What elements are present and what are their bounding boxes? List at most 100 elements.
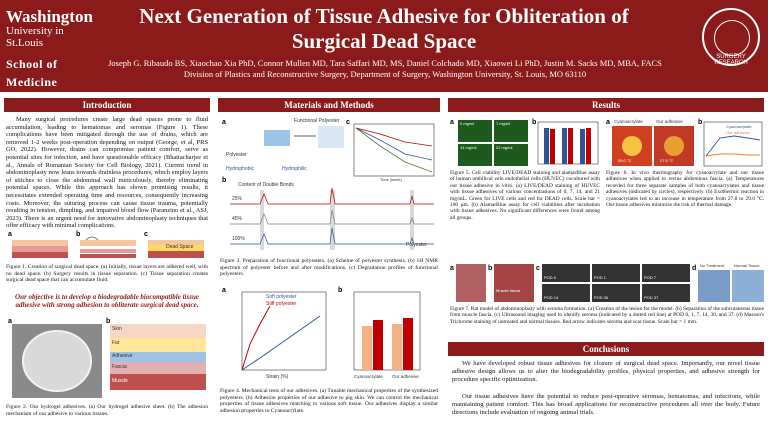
svg-text:b: b	[76, 231, 80, 238]
fig4b-cat-cyano: Cyanoacrylate	[354, 374, 383, 379]
thermo-temp-cyano: 29.0 °C	[618, 158, 632, 163]
section-methods: Materials and Methods	[218, 98, 440, 112]
fig7d-normal: Normal Tissue	[734, 263, 760, 268]
author-list: Joseph G. Ribaudo BS, Xiaochao Xia PhD, …	[108, 58, 662, 68]
figure5-panels: a b	[450, 119, 599, 166]
figure7-images: a b c d Muscle fascia POD 0 POD 1 POD 7 …	[450, 262, 764, 304]
figure3-panels: a c b	[222, 119, 435, 250]
figure1: a b c Dead Space	[6, 228, 208, 262]
svg-text:a: a	[222, 119, 226, 126]
seal-text: SURGERY RESEARCH	[714, 54, 748, 66]
fig4b-cat-ours: Our adhesive	[392, 374, 419, 379]
fig4a-xlabel: Strain (%)	[266, 374, 289, 380]
svg-text:b: b	[222, 177, 226, 184]
affiliation: Division of Plastics and Reconstructive …	[183, 69, 587, 79]
svg-text:a: a	[8, 231, 12, 238]
svg-text:c: c	[144, 231, 148, 238]
conclusions-p2: Our tissue adhesives have the potential …	[452, 393, 760, 416]
pod-7: POD 7	[644, 275, 657, 280]
fig3a-polyester: Polyester	[226, 152, 247, 158]
figure4-charts: a b	[222, 287, 421, 371]
title-line2: Surgical Dead Space	[291, 29, 477, 53]
figure3: a c b Functional Polyester Polyester Hyd…	[220, 116, 438, 256]
title-line1: Next Generation of Tissue Adhesive for O…	[139, 4, 629, 28]
svg-text:b: b	[488, 265, 492, 272]
pod-0: POD 0	[544, 275, 557, 280]
figure1-diagram: a b c	[8, 231, 204, 258]
svg-text:a: a	[450, 265, 454, 272]
figure5-images: a b 0 mg/ml 7 mg/ml 14 mg/ml 21 mg/ml	[450, 116, 600, 168]
figure2: a b Skin Fat Adhesive Fascia Muscle	[6, 314, 208, 400]
layer-fascia: Fascia	[112, 364, 127, 370]
fig3a-title: Functional Polyester	[294, 118, 340, 124]
thermo-label-cyano: Cyanoacrylate	[614, 119, 643, 124]
logo-line2: University in St.Louis	[6, 25, 64, 49]
svg-text:d: d	[692, 265, 696, 272]
fig6b-legend-cyano: Cyanoacrylate	[726, 124, 752, 129]
conc-0: 0 mg/ml	[460, 121, 475, 126]
thermo-label-ours: Our adhesive	[656, 119, 683, 124]
figure6-panels: a b	[606, 119, 763, 167]
conc-21: 21 mg/ml	[496, 145, 513, 150]
pod-1: POD 1	[594, 275, 607, 280]
svg-text:b: b	[106, 318, 110, 325]
washu-logo: Washington University in St.Louis School…	[6, 7, 98, 89]
fig3a-hydrophobic: Hydrophobic	[226, 166, 255, 172]
fig3a-hydrophilic: Hydrophilic	[282, 166, 307, 172]
svg-text:a: a	[606, 119, 610, 126]
thermo-temp-ours: 27.8 °C	[660, 158, 674, 163]
dead-space-label: Dead Space	[166, 244, 194, 250]
fig3b-level-45: 45%	[232, 216, 243, 222]
conclusions-p1: We have developed robust tissue adhesive…	[452, 360, 760, 383]
layer-adhesive: Adhesive	[112, 353, 133, 359]
svg-text:c: c	[536, 265, 540, 272]
section-introduction: Introduction	[4, 98, 210, 112]
conc-7: 7 mg/ml	[496, 121, 511, 126]
svg-text:a: a	[222, 287, 226, 294]
pod-14: POD 14	[544, 295, 559, 300]
figure6-caption: Figure 6. In vivo thermography for cyano…	[606, 170, 764, 209]
author-block: Joseph G. Ribaudo BS, Xiaochao Xia PhD, …	[100, 58, 670, 80]
fig3b-polyester: Polyester	[406, 242, 427, 248]
logo-line3: School of Medicine	[6, 57, 58, 89]
figure2-images: a b	[8, 318, 206, 398]
figure7-panels: a b c d	[450, 264, 764, 302]
fig3c-xlabel: Time (week)	[380, 177, 402, 182]
seal-inner-ring	[714, 20, 750, 56]
poster-title: Next Generation of Tissue Adhesive for O…	[110, 4, 658, 54]
poster-header: Washington University in St.Louis School…	[0, 0, 768, 92]
figure5-caption: Figure 5. Cell viability LIVE/DEAD stain…	[450, 170, 600, 221]
figure3-caption: Figure 3. Preparation of functional poly…	[220, 258, 438, 278]
logo-line1: Washington	[6, 7, 93, 26]
figure7-caption: Figure 7. Rat model of abdominoplasty wi…	[450, 306, 764, 325]
fig3b-title: Content of Double Bonds	[238, 182, 294, 188]
svg-text:b: b	[338, 287, 342, 294]
section-results: Results	[448, 98, 764, 112]
pod-30: POD 30	[594, 295, 609, 300]
fig7b-label: Muscle fascia	[496, 288, 521, 293]
figure1-caption: Figure 1. Creation of surgical dead spac…	[6, 264, 208, 284]
figure4: a b Soft polyester Stiff polyester Strai…	[220, 284, 438, 386]
surgery-research-seal: SURGERY RESEARCH	[702, 8, 760, 66]
conc-14: 14 mg/ml	[460, 145, 477, 150]
pod-37: POD 37	[644, 295, 659, 300]
layer-fat: Fat	[112, 340, 120, 346]
figure6-images: a b Cyanoacrylate Our adhesive 29.0 °C 2…	[606, 116, 764, 168]
fig6b-legend-ours: Our adhesive	[726, 130, 750, 135]
svg-text:a: a	[450, 119, 454, 126]
svg-text:a: a	[8, 318, 12, 325]
figure2-caption: Figure 2. Our hydrogel adhesives. (a) Ou…	[6, 404, 208, 417]
intro-body: Many surgical procedures create large de…	[6, 116, 208, 230]
fig7d-no-treatment: No Treatment	[700, 263, 725, 268]
figure4-caption: Figure 4. Mechanical tests of our adhesi…	[220, 388, 438, 414]
fig4a-legend-stiff: Stiff polyester	[266, 301, 297, 307]
fig3b-level-25: 25%	[232, 196, 243, 202]
svg-text:b: b	[698, 119, 702, 126]
svg-text:b: b	[532, 119, 536, 126]
fig3b-level-100: 100%	[232, 236, 245, 242]
fig4a-legend-soft: Soft polyester	[266, 294, 297, 300]
svg-text:c: c	[346, 119, 350, 126]
layer-skin: Skin	[112, 326, 122, 332]
objective-statement: Our objective is to develop a biodegrada…	[15, 293, 199, 310]
section-conclusions: Conclusions	[448, 342, 764, 356]
